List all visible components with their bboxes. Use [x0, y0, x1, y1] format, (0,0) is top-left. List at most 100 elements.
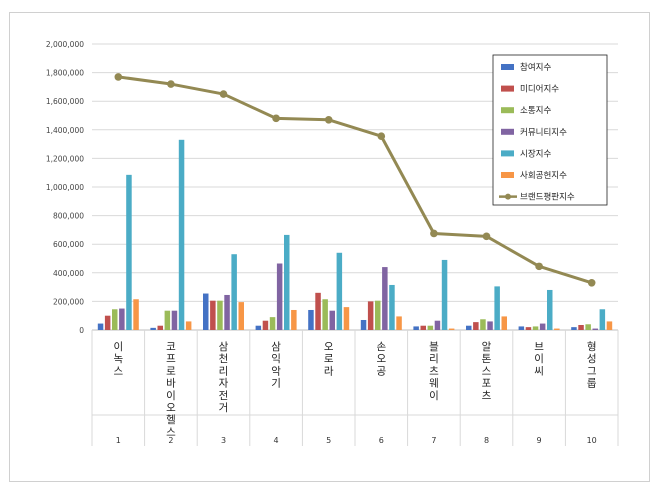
bar: [97, 323, 104, 330]
bar: [480, 319, 486, 330]
bar: [427, 325, 434, 330]
bar: [441, 259, 448, 330]
bar: [164, 310, 171, 330]
bar: [382, 267, 388, 330]
bar: [284, 234, 290, 330]
bar: [178, 139, 185, 330]
bar: [185, 321, 192, 330]
legend-swatch: [501, 64, 514, 70]
bar: [585, 324, 591, 330]
legend-label: 커뮤니티지수: [520, 127, 567, 138]
bar: [578, 324, 584, 330]
legend-label: 참여지수: [520, 62, 551, 73]
bar: [315, 292, 321, 330]
y-tick-label: 800,000: [53, 212, 84, 221]
legend-label: 시장지수: [520, 148, 551, 159]
legend-swatch: [501, 107, 514, 114]
rank-label: 2: [168, 436, 173, 445]
bar: [360, 319, 367, 330]
y-tick-label: 0: [79, 326, 84, 335]
bar: [599, 309, 606, 330]
bar: [276, 263, 283, 330]
rank-label: 5: [326, 436, 331, 445]
line-point: [430, 229, 438, 238]
bar: [606, 321, 613, 330]
bar: [203, 293, 209, 330]
line-point: [167, 80, 175, 88]
bar: [210, 300, 216, 330]
bar: [434, 320, 441, 330]
bar: [231, 254, 237, 330]
bar: [473, 322, 479, 330]
bar: [150, 327, 156, 330]
bar: [262, 320, 269, 330]
legend-swatch: [501, 85, 514, 92]
line-point: [482, 232, 491, 241]
rank-label: 6: [379, 436, 384, 445]
bar: [413, 326, 419, 330]
y-tick-label: 1,400,000: [46, 126, 84, 135]
bar: [554, 328, 560, 330]
rank-label: 1: [116, 436, 121, 445]
bar: [375, 300, 381, 330]
bar: [367, 301, 374, 330]
legend-swatch: [501, 150, 514, 157]
line-point: [535, 262, 543, 271]
legend-label: 브랜드평판지수: [520, 192, 575, 203]
rank-label: 3: [221, 436, 226, 445]
legend-line-marker: [505, 193, 511, 200]
bar: [487, 321, 493, 330]
rank-label: 4: [274, 436, 279, 445]
bar: [389, 284, 395, 330]
y-tick-label: 2,000,000: [46, 40, 84, 49]
bar: [217, 300, 223, 330]
bar: [571, 327, 577, 330]
bar: [343, 307, 350, 330]
bar: [269, 317, 276, 330]
line-point: [377, 132, 386, 141]
rank-label: 7: [431, 436, 436, 445]
bar: [322, 299, 328, 330]
y-tick-label: 1,200,000: [46, 154, 84, 163]
bar: [329, 310, 335, 330]
line-point: [587, 279, 596, 287]
bar: [420, 325, 426, 330]
bar: [133, 299, 139, 330]
rank-label: 10: [587, 436, 597, 445]
line-point: [272, 114, 280, 123]
bar: [532, 326, 539, 330]
bar: [255, 325, 262, 330]
bar: [518, 326, 525, 330]
bar: [539, 323, 546, 330]
bar: [494, 286, 500, 330]
bar: [336, 252, 343, 330]
line-point: [219, 90, 228, 98]
legend-label: 사회공헌지수: [520, 171, 567, 181]
y-tick-label: 1,600,000: [46, 97, 84, 106]
bar: [112, 309, 118, 330]
line-series: [118, 75, 593, 285]
bar: [308, 309, 314, 330]
line-point: [114, 73, 123, 81]
bar: [466, 325, 472, 330]
bar: [592, 328, 598, 330]
y-tick-label: 200,000: [53, 297, 84, 306]
y-tick-label: 600,000: [53, 240, 84, 249]
bar: [291, 309, 297, 330]
bar: [171, 310, 178, 330]
legend-swatch: [501, 172, 514, 178]
bar: [525, 327, 532, 330]
bar: [119, 308, 125, 330]
bar: [157, 325, 163, 330]
line-point: [324, 115, 333, 124]
legend-swatch: [501, 128, 514, 135]
y-tick-label: 400,000: [53, 269, 84, 278]
